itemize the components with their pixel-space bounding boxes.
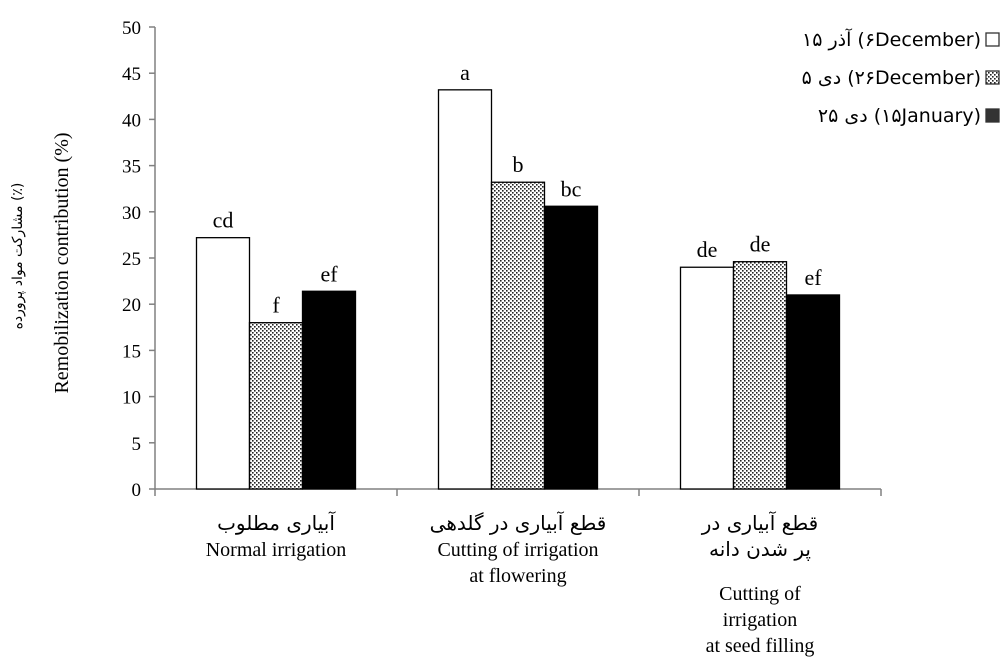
significance-letter: cd <box>213 208 234 233</box>
bars-group <box>195 89 841 490</box>
legend-swatch <box>985 108 1000 123</box>
category-label-fa: قطع آبیاری در گلدهی <box>430 510 607 535</box>
y-tick-label: 15 <box>122 341 141 362</box>
y-tick-label: 0 <box>132 480 142 501</box>
legend-label: ۱۵ آذر (۶December) <box>802 27 981 51</box>
legend-label: ۵ دی (۲۶December) <box>802 67 981 89</box>
category-label-fa: آبیاری مطلوب <box>217 510 336 535</box>
bar <box>195 237 251 490</box>
significance-letters: cd f ef a b bc de de ef <box>213 60 823 318</box>
legend-swatch <box>985 70 1000 85</box>
significance-letter: f <box>272 293 280 318</box>
category-label-fa: قطع آبیاری در <box>701 510 818 535</box>
significance-letter: ef <box>804 265 822 290</box>
bar <box>785 294 841 490</box>
category-label-en: Cutting of <box>719 583 801 605</box>
y-tick-label: 25 <box>122 249 141 270</box>
y-axis-label: Remobilization contribution (%) <box>51 132 73 393</box>
y-tick-label: 45 <box>122 64 141 85</box>
bar <box>679 266 735 490</box>
category-label-en: Cutting of irrigation <box>437 539 598 561</box>
y-tick-label: 30 <box>122 203 141 224</box>
significance-letter: ef <box>320 261 338 286</box>
legend-swatch <box>985 32 1000 47</box>
bar <box>437 89 493 490</box>
significance-letter: de <box>697 237 718 262</box>
significance-letter: de <box>750 232 771 257</box>
category-label-en: irrigation <box>723 609 797 631</box>
y-tick-label: 40 <box>122 110 141 131</box>
category-label-en: at flowering <box>469 565 566 587</box>
bar <box>543 205 599 490</box>
y-tick-label: 20 <box>122 295 141 316</box>
legend-label: ۲۵ دی (۱۵January) <box>818 105 981 127</box>
y-axis-label-fa: مشارکت مواد پرورده (٪) <box>10 183 26 330</box>
bar <box>490 181 546 490</box>
significance-letter: a <box>460 60 470 85</box>
y-tick-label: 10 <box>122 388 141 409</box>
category-label-fa: پر شدن دانه <box>709 537 811 562</box>
bar <box>248 322 304 490</box>
category-label-en: Normal irrigation <box>206 539 347 561</box>
x-axis <box>154 488 882 496</box>
bar <box>301 290 357 490</box>
legend: ۱۵ آذر (۶December) ۵ دی (۲۶December) ۲۵ دی… <box>802 27 1000 127</box>
bar <box>732 261 788 490</box>
category-label-en: at seed filling <box>706 635 815 657</box>
y-axis: 0 5 10 15 20 25 30 35 40 45 50 <box>122 18 156 501</box>
significance-letter: b <box>513 152 524 177</box>
y-tick-label: 50 <box>122 18 141 39</box>
y-tick-label: 5 <box>132 434 142 455</box>
y-tick-label: 35 <box>122 157 141 178</box>
category-labels: آبیاری مطلوب Normal irrigation قطع آبیاری … <box>206 510 819 657</box>
significance-letter: bc <box>561 176 582 201</box>
